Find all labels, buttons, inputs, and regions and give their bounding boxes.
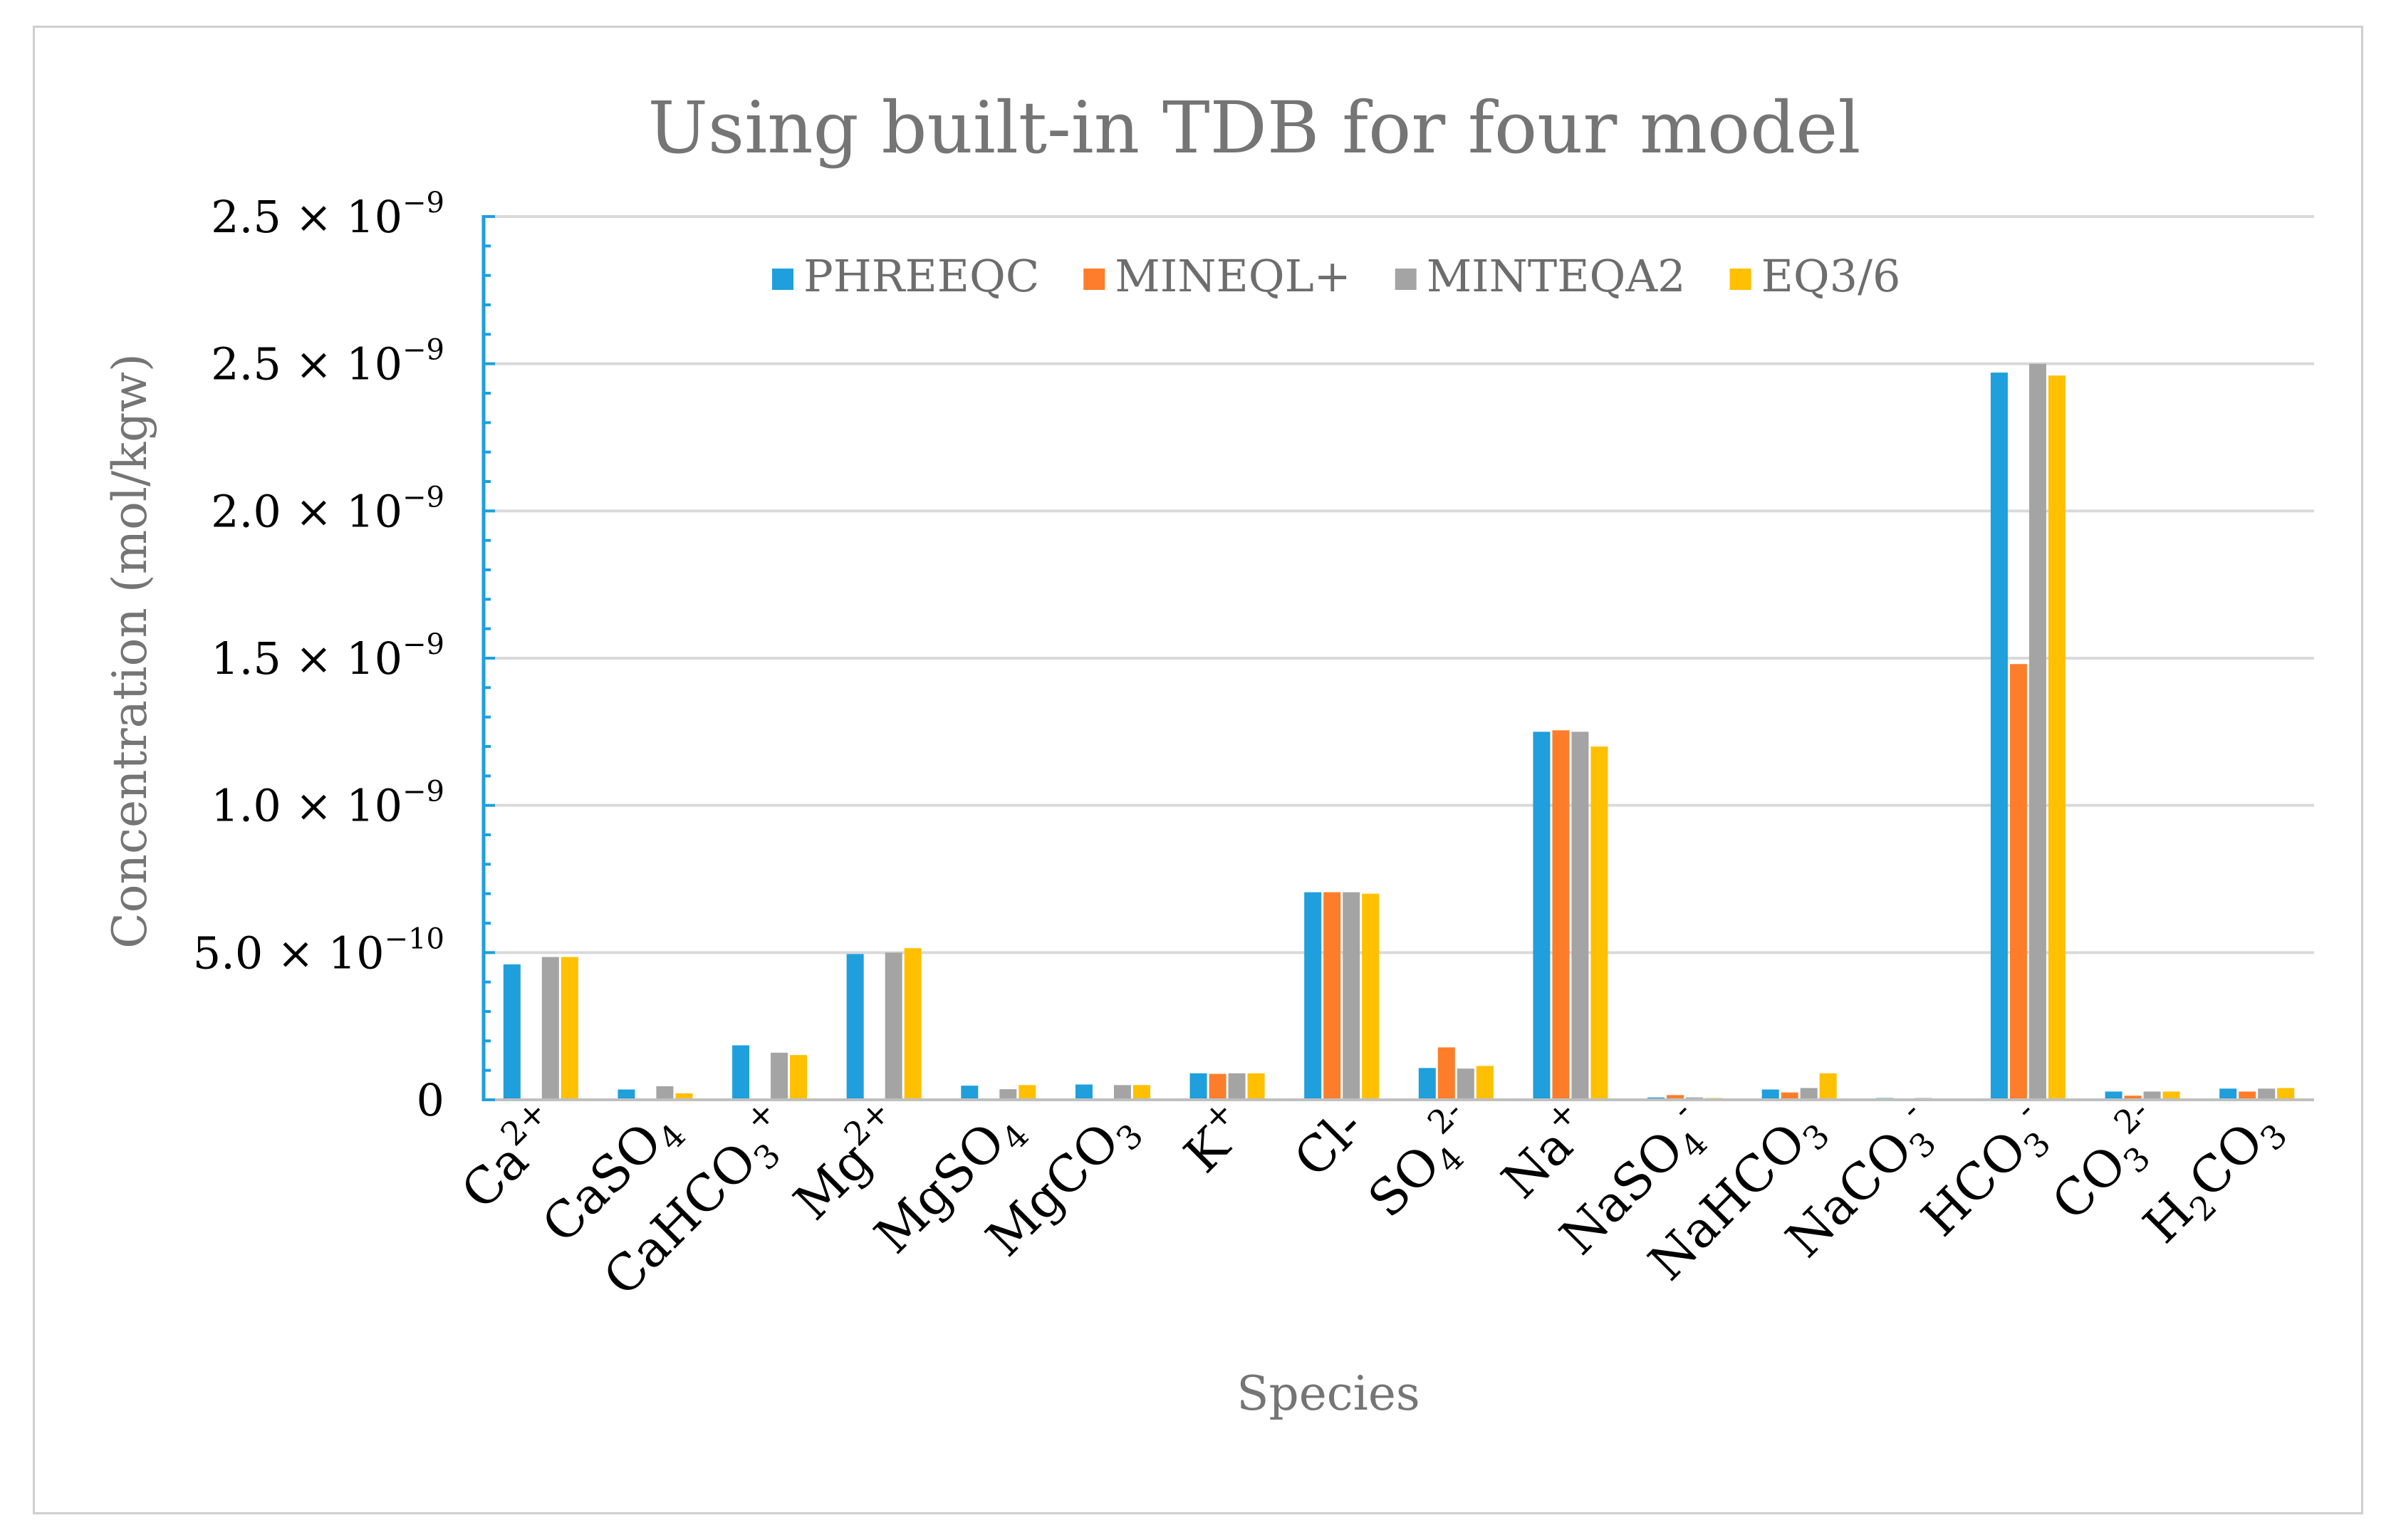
x-tick-part: - [1892, 1092, 1927, 1127]
y-tick-exponent: −9 [402, 187, 444, 219]
bar-mineql- [1209, 1073, 1226, 1100]
y-tick-exponent: −9 [402, 334, 444, 367]
y-tick-mantissa: 2.5 × 10 [211, 191, 402, 243]
bar-eq3-6 [675, 1093, 693, 1100]
bar-minteqa2 [1800, 1088, 1818, 1100]
bar-phreeqc [846, 954, 864, 1100]
bar-mineql- [1323, 892, 1341, 1100]
y-tick-mantissa: 1.0 × 10 [211, 780, 402, 832]
bar-eq3-6 [1590, 746, 1608, 1100]
y-tick-label: 1.5 × 10−9 [211, 628, 444, 685]
legend-label: EQ3/6 [1761, 250, 1901, 302]
bar-phreeqc [2219, 1088, 2237, 1100]
bar-eq3-6 [1362, 893, 1380, 1100]
bar-phreeqc [1075, 1084, 1093, 1100]
y-tick-mantissa: 5.0 × 10 [193, 927, 385, 979]
legend-label: MINEQL+ [1115, 250, 1350, 302]
legend-label: MINTEQA2 [1427, 250, 1686, 302]
bar-phreeqc [503, 964, 521, 1100]
bar-mineql- [1437, 1047, 1455, 1100]
bar-phreeqc [1533, 732, 1551, 1100]
y-tick-exponent: −9 [402, 481, 444, 514]
y-tick-mantissa: 2.0 × 10 [211, 485, 402, 537]
chart-frame: Using built-in TDB for four model 0 5.0 ×… [33, 26, 2363, 1514]
bar-eq3-6 [1247, 1073, 1265, 1100]
bar-mineql- [1552, 730, 1570, 1100]
bar-minteqa2 [1113, 1085, 1131, 1100]
bar-eq3-6 [561, 957, 578, 1100]
bar-minteqa2 [2258, 1088, 2276, 1100]
y-tick-label: 1.0 × 10−9 [211, 776, 444, 832]
bar-minteqa2 [541, 957, 559, 1100]
bar-eq3-6 [2277, 1088, 2295, 1100]
bar-minteqa2 [2143, 1091, 2161, 1100]
bar-minteqa2 [1228, 1073, 1246, 1100]
bar-minteqa2 [771, 1052, 788, 1100]
axes [481, 215, 2314, 1101]
bar-phreeqc [1418, 1068, 1436, 1100]
y-tick-labels: 05.0 × 10−101.0 × 10−91.5 × 10−92.0 × 10… [193, 187, 444, 1126]
bar-eq3-6 [1819, 1073, 1837, 1100]
bar-phreeqc [732, 1045, 750, 1100]
legend-swatch [772, 269, 793, 290]
legend-swatch [1729, 269, 1751, 290]
x-tick-label: H2CO3 [2132, 1097, 2295, 1259]
y-tick-mantissa: 1.5 × 10 [211, 633, 402, 685]
y-tick-exponent: −9 [402, 628, 444, 661]
legend-swatch [1395, 269, 1417, 290]
bar-mineql- [2124, 1096, 2142, 1100]
bar-eq3-6 [1019, 1085, 1036, 1100]
x-tick-label: HCO3- [1905, 1092, 2066, 1252]
bar-mineql- [2239, 1091, 2256, 1100]
y-tick-label: 0 [417, 1074, 444, 1126]
y-tick-label: 2.5 × 10−9 [211, 334, 444, 390]
bar-minteqa2 [1343, 892, 1360, 1100]
bar-minteqa2 [1457, 1068, 1474, 1100]
y-tick-label: 2.5 × 10−9 [211, 187, 444, 243]
gridlines [484, 215, 2314, 954]
bar-phreeqc [1304, 892, 1322, 1100]
bar-eq3-6 [2162, 1091, 2180, 1100]
bar-minteqa2 [1571, 732, 1589, 1100]
x-axis-label: Species [1236, 1366, 1420, 1421]
x-tick-label: SO42- [1352, 1092, 1494, 1234]
bar-minteqa2 [885, 952, 902, 1100]
bar-mineql- [1781, 1092, 1798, 1100]
legend-swatch [1083, 269, 1105, 290]
bar-mineql- [2009, 664, 2027, 1100]
y-tick-mantissa: 2.5 × 10 [211, 338, 402, 390]
y-tick-exponent: −10 [385, 922, 444, 955]
bar-phreeqc [618, 1089, 635, 1100]
bar-mineql- [1667, 1095, 1684, 1100]
bar-phreeqc [2105, 1091, 2122, 1100]
x-tick-label: K+ [1168, 1092, 1260, 1184]
bars [503, 363, 2295, 1101]
x-tick-part: Cl- [1283, 1097, 1374, 1188]
bar-phreeqc [961, 1086, 979, 1100]
chart-svg: Using built-in TDB for four model 0 5.0 ×… [103, 86, 2314, 1421]
x-tick-label: NaCO3- [1770, 1092, 1952, 1274]
bar-minteqa2 [2028, 363, 2046, 1101]
bar-phreeqc [1990, 373, 2008, 1100]
bar-eq3-6 [2048, 375, 2066, 1100]
bar-eq3-6 [790, 1055, 808, 1100]
bar-phreeqc [1189, 1073, 1207, 1100]
bar-eq3-6 [1476, 1066, 1494, 1100]
x-tick-label: Cl- [1283, 1097, 1374, 1188]
bar-eq3-6 [904, 948, 922, 1100]
legend: PHREEQC MINEQL+ MINTEQA2 EQ3/6 [772, 250, 1900, 302]
legend-label: PHREEQC [803, 250, 1039, 302]
bar-phreeqc [1761, 1089, 1779, 1100]
y-tick-label: 2.0 × 10−9 [211, 481, 444, 537]
bar-minteqa2 [999, 1089, 1017, 1100]
bar-eq3-6 [1132, 1085, 1150, 1100]
bar-minteqa2 [656, 1086, 674, 1100]
chart-title: Using built-in TDB for four model [648, 86, 1861, 170]
y-axis-label: Concentration (mol/kgw) [103, 353, 157, 948]
y-tick-label: 5.0 × 10−10 [193, 922, 444, 979]
y-tick-exponent: −9 [402, 776, 444, 808]
